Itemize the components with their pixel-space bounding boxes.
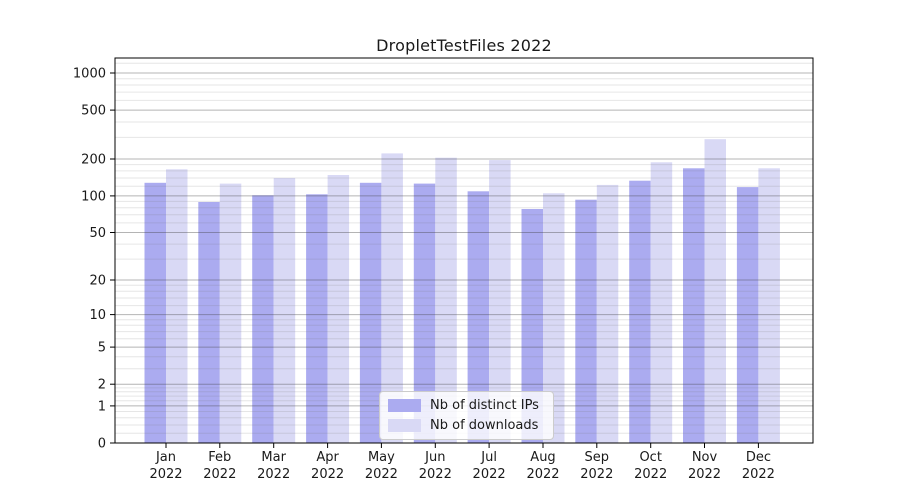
bar bbox=[435, 157, 457, 443]
legend-entry-distinct-ips: Nb of distinct IPs bbox=[388, 398, 543, 413]
bar bbox=[758, 168, 780, 444]
bar bbox=[575, 199, 597, 443]
x-tick-label-year: 2022 bbox=[419, 467, 452, 482]
x-tick-label-month: Aug bbox=[530, 450, 555, 465]
bar bbox=[467, 191, 490, 443]
bar bbox=[252, 195, 274, 443]
y-tick-label: 100 bbox=[81, 189, 106, 204]
y-tick-label: 2 bbox=[98, 378, 106, 393]
bar bbox=[683, 168, 705, 444]
x-tick-label-year: 2022 bbox=[311, 467, 344, 482]
bar bbox=[596, 184, 619, 443]
x-tick-label-year: 2022 bbox=[580, 467, 613, 482]
bar bbox=[198, 202, 220, 443]
x-tick-label-month: Jul bbox=[480, 450, 497, 465]
x-tick-label-month: Jan bbox=[155, 450, 176, 465]
y-tick-label: 10 bbox=[89, 308, 106, 323]
x-tick-label-year: 2022 bbox=[473, 467, 506, 482]
legend-label-distinct-ips: Nb of distinct IPs bbox=[430, 398, 539, 413]
y-tick-label: 0 bbox=[98, 437, 106, 452]
bar bbox=[306, 194, 328, 443]
x-tick-label-year: 2022 bbox=[742, 467, 775, 482]
x-tick-label-year: 2022 bbox=[634, 467, 667, 482]
y-tick-label: 500 bbox=[81, 104, 106, 119]
y-tick-label: 50 bbox=[89, 226, 106, 241]
bar bbox=[489, 160, 511, 443]
x-tick-label-month: Nov bbox=[692, 450, 718, 465]
bar bbox=[521, 209, 543, 443]
chart-title: DropletTestFiles 2022 bbox=[376, 36, 552, 55]
x-tick-label-month: Apr bbox=[316, 450, 339, 465]
bar bbox=[166, 169, 188, 444]
x-tick-label-year: 2022 bbox=[257, 467, 290, 482]
legend-swatch-distinct-ips bbox=[388, 399, 421, 412]
bar bbox=[327, 175, 350, 443]
x-tick-label-year: 2022 bbox=[203, 467, 236, 482]
y-tick-label: 1 bbox=[98, 399, 106, 414]
legend-entry-downloads: Nb of downloads bbox=[388, 418, 543, 433]
x-tick-label-month: Mar bbox=[261, 450, 286, 465]
x-tick-label-month: May bbox=[368, 450, 395, 465]
x-tick-label-month: Jun bbox=[424, 450, 445, 465]
bar bbox=[543, 193, 565, 443]
legend-swatch-downloads bbox=[388, 419, 421, 432]
bar bbox=[359, 182, 382, 444]
legend: Nb of distinct IPs Nb of downloads bbox=[379, 391, 554, 440]
x-tick-label-month: Oct bbox=[639, 450, 661, 465]
bar bbox=[736, 187, 759, 443]
y-tick-label: 200 bbox=[81, 153, 106, 168]
y-tick-label: 5 bbox=[98, 341, 106, 356]
bar bbox=[629, 180, 651, 443]
x-tick-label-year: 2022 bbox=[365, 467, 398, 482]
x-tick-label-month: Dec bbox=[746, 450, 771, 465]
legend-label-downloads: Nb of downloads bbox=[430, 418, 539, 433]
y-tick-label: 1000 bbox=[73, 67, 106, 82]
y-tick-label: 20 bbox=[89, 274, 106, 289]
bar bbox=[413, 183, 436, 443]
bar bbox=[273, 178, 296, 443]
x-tick-label-month: Sep bbox=[585, 450, 610, 465]
axes-border bbox=[114, 57, 814, 444]
bar bbox=[704, 139, 726, 443]
bar bbox=[144, 182, 166, 444]
x-tick-label-year: 2022 bbox=[688, 467, 721, 482]
x-tick-label-year: 2022 bbox=[526, 467, 559, 482]
bar bbox=[650, 162, 673, 444]
bar bbox=[381, 153, 403, 443]
x-tick-label-year: 2022 bbox=[149, 467, 182, 482]
x-tick-label-month: Feb bbox=[208, 450, 231, 465]
bar bbox=[219, 183, 242, 443]
